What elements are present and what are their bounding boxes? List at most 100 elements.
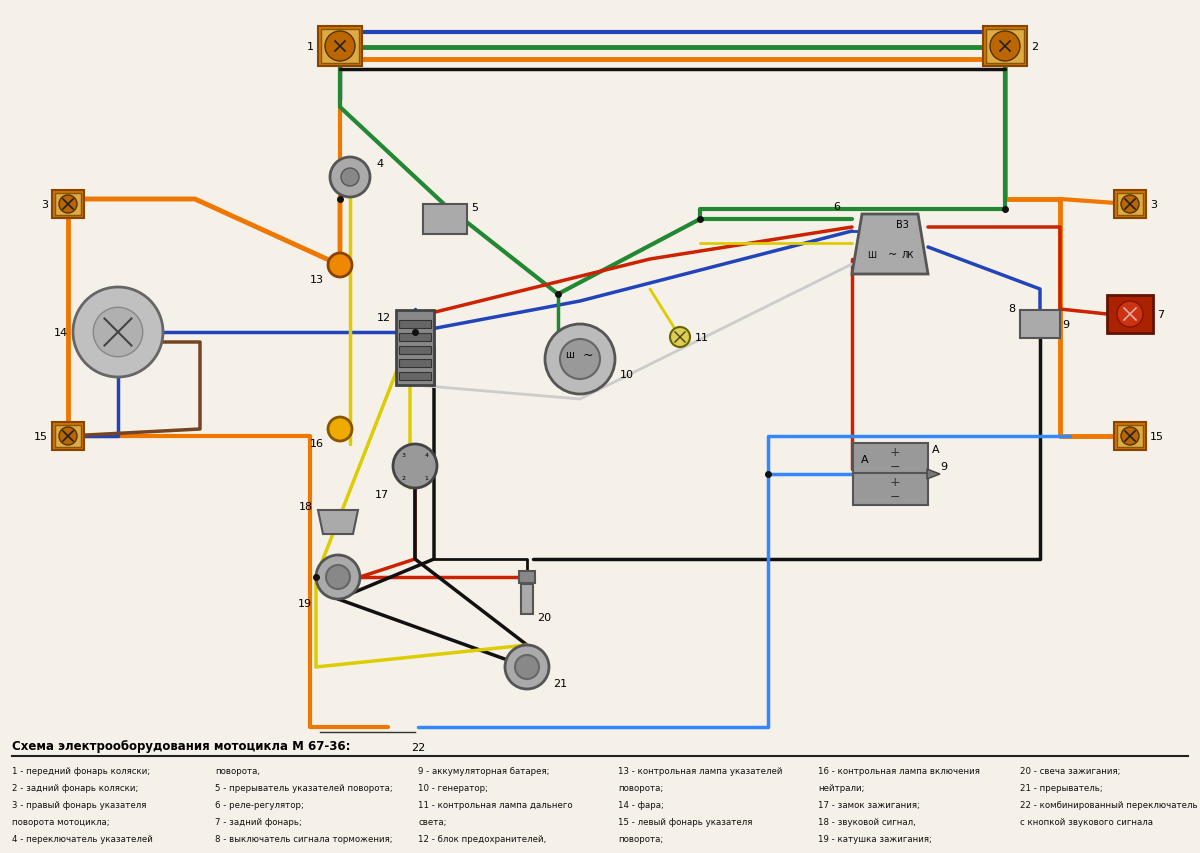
Text: 5 - прерыватель указателей поворота;: 5 - прерыватель указателей поворота; <box>215 783 392 792</box>
Circle shape <box>94 308 143 357</box>
Bar <box>1114 422 1146 450</box>
Circle shape <box>59 427 77 445</box>
Text: 13: 13 <box>310 275 324 285</box>
Text: 8: 8 <box>1008 304 1015 314</box>
Text: 21 - прерыватель;: 21 - прерыватель; <box>1020 783 1103 792</box>
Text: 9 - аккумуляторная батарея;: 9 - аккумуляторная батарея; <box>418 766 550 775</box>
Bar <box>521 584 533 614</box>
Text: 7 - задний фонарь;: 7 - задний фонарь; <box>215 817 302 826</box>
Text: 4: 4 <box>425 453 428 458</box>
Text: 21: 21 <box>553 678 568 688</box>
Text: 22: 22 <box>410 742 425 752</box>
Text: ш: ш <box>565 350 575 360</box>
Text: ЛК: ЛК <box>902 250 914 259</box>
Bar <box>424 205 467 235</box>
Bar <box>400 372 431 380</box>
Polygon shape <box>852 215 928 275</box>
Text: Ш: Ш <box>868 250 876 259</box>
Text: 18: 18 <box>299 502 313 512</box>
Bar <box>520 572 535 583</box>
Text: ~: ~ <box>583 348 593 361</box>
Bar <box>322 30 359 64</box>
Text: 2: 2 <box>1031 42 1038 52</box>
Bar <box>52 422 84 450</box>
Circle shape <box>325 32 355 62</box>
Text: 1: 1 <box>307 42 314 52</box>
Text: 19: 19 <box>298 598 312 608</box>
Text: −: − <box>889 460 900 473</box>
Bar <box>986 30 1024 64</box>
Text: 4 - переключатель указателей: 4 - переключатель указателей <box>12 834 152 843</box>
Bar <box>55 194 82 216</box>
Bar <box>852 444 928 475</box>
Circle shape <box>328 253 352 278</box>
Text: поворота,: поворота, <box>215 766 260 775</box>
Text: 8 - выключатель сигнала торможения;: 8 - выключатель сигнала торможения; <box>215 834 392 843</box>
Circle shape <box>545 325 616 395</box>
Text: ~: ~ <box>887 250 896 259</box>
Bar <box>52 191 84 218</box>
Polygon shape <box>928 469 940 479</box>
Circle shape <box>560 339 600 380</box>
Text: поворота;: поворота; <box>618 834 664 843</box>
Circle shape <box>59 196 77 214</box>
Text: 17: 17 <box>374 490 389 499</box>
Circle shape <box>341 169 359 187</box>
Circle shape <box>1121 427 1139 445</box>
Text: 3: 3 <box>1150 200 1157 210</box>
Bar <box>1117 194 1142 216</box>
Text: 1: 1 <box>425 475 428 480</box>
Bar <box>983 27 1027 67</box>
Text: А: А <box>932 444 940 455</box>
Text: 2: 2 <box>402 475 406 480</box>
Bar <box>852 473 928 506</box>
Text: А: А <box>862 455 869 464</box>
Text: 20: 20 <box>538 612 551 623</box>
Text: 19 - катушка зажигания;: 19 - катушка зажигания; <box>818 834 932 843</box>
Text: 14 - фара;: 14 - фара; <box>618 800 664 809</box>
Text: поворота;: поворота; <box>618 783 664 792</box>
Text: с кнопкой звукового сигнала: с кнопкой звукового сигнала <box>1020 817 1153 826</box>
Text: 11: 11 <box>695 333 709 343</box>
Text: нейтрали;: нейтрали; <box>818 783 864 792</box>
Bar <box>400 346 431 354</box>
Bar <box>400 320 431 328</box>
Bar <box>55 426 82 448</box>
Text: 12: 12 <box>377 313 391 322</box>
Text: 7: 7 <box>1157 310 1164 320</box>
Text: 12 - блок предохранителей,: 12 - блок предохранителей, <box>418 834 546 843</box>
Text: 6: 6 <box>833 202 840 212</box>
Text: +: + <box>889 446 900 459</box>
Circle shape <box>1117 302 1142 328</box>
Circle shape <box>326 566 350 589</box>
Text: 17 - замок зажигания;: 17 - замок зажигания; <box>818 800 920 809</box>
Text: 9: 9 <box>940 461 947 472</box>
Circle shape <box>670 328 690 347</box>
Text: поворота мотоцикла;: поворота мотоцикла; <box>12 817 109 826</box>
Text: света;: света; <box>418 817 446 826</box>
Bar <box>1114 191 1146 218</box>
Circle shape <box>316 555 360 600</box>
Polygon shape <box>318 510 358 534</box>
Text: 9: 9 <box>1062 320 1069 329</box>
Bar <box>400 334 431 341</box>
Text: 15: 15 <box>34 432 48 442</box>
Text: 10: 10 <box>620 369 634 380</box>
Text: 15 - левый фонарь указателя: 15 - левый фонарь указателя <box>618 817 752 826</box>
Text: 6 - реле-регулятор;: 6 - реле-регулятор; <box>215 800 304 809</box>
Text: 13 - контрольная лампа указателей: 13 - контрольная лампа указателей <box>618 766 782 775</box>
Circle shape <box>73 287 163 378</box>
Text: 22 - комбинированный переключатель: 22 - комбинированный переключатель <box>1020 800 1198 809</box>
Text: −: − <box>889 490 900 503</box>
Text: Схема электрооборудования мотоцикла М 67-36:: Схема электрооборудования мотоцикла М 67… <box>12 740 350 752</box>
Circle shape <box>394 444 437 489</box>
Circle shape <box>1121 196 1139 214</box>
Text: +: + <box>889 476 900 489</box>
Text: 16 - контрольная лампа включения: 16 - контрольная лампа включения <box>818 766 980 775</box>
Bar <box>396 310 434 385</box>
Text: 3: 3 <box>402 453 406 458</box>
Circle shape <box>328 417 352 442</box>
Text: 11 - контрольная лампа дальнего: 11 - контрольная лампа дальнего <box>418 800 572 809</box>
Text: 2 - задний фонарь коляски;: 2 - задний фонарь коляски; <box>12 783 138 792</box>
Bar <box>1117 426 1142 448</box>
